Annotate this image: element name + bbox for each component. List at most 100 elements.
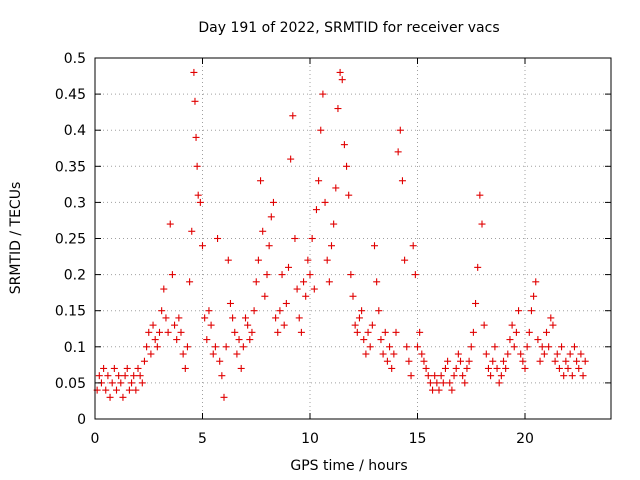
chart-title: Day 191 of 2022, SRMTID for receiver vac… — [198, 20, 499, 36]
data-point — [192, 133, 200, 141]
data-point — [254, 256, 262, 264]
data-point — [381, 328, 389, 336]
data-point — [549, 321, 557, 329]
data-point — [224, 256, 232, 264]
data-point — [119, 393, 127, 401]
data-point — [297, 328, 305, 336]
data-point — [196, 198, 204, 206]
data-point — [527, 307, 535, 315]
data-point — [289, 112, 297, 120]
data-point — [543, 328, 550, 336]
y-tick-label: 0 — [77, 412, 86, 428]
x-tick-label: 0 — [91, 431, 100, 447]
data-point — [521, 364, 529, 372]
data-point — [377, 336, 385, 344]
data-point — [478, 220, 486, 228]
y-tick-label: 0.45 — [55, 87, 86, 103]
data-point — [340, 141, 348, 149]
data-point — [115, 372, 123, 380]
data-point — [205, 307, 213, 315]
data-point — [564, 364, 572, 372]
data-point — [132, 386, 140, 394]
data-point — [558, 343, 566, 351]
data-point — [190, 68, 198, 76]
data-point — [272, 314, 280, 322]
data-point — [487, 372, 495, 380]
data-point — [218, 372, 226, 380]
data-point — [239, 343, 247, 351]
data-point — [476, 191, 484, 199]
data-point — [577, 350, 585, 358]
data-point — [220, 393, 228, 401]
data-point — [162, 314, 170, 322]
data-point — [469, 328, 477, 336]
data-point — [194, 191, 202, 199]
data-point — [121, 372, 129, 380]
data-point — [420, 357, 428, 365]
data-point — [454, 350, 462, 358]
data-point — [130, 372, 138, 380]
data-point — [332, 184, 340, 192]
data-point — [265, 242, 273, 250]
data-point — [409, 242, 417, 250]
data-point — [328, 242, 335, 250]
data-point — [317, 126, 325, 134]
data-point — [315, 177, 323, 185]
data-point — [153, 343, 161, 351]
data-point — [508, 321, 516, 329]
data-point — [448, 386, 456, 394]
y-tick-label: 0.5 — [64, 51, 86, 67]
data-point — [278, 271, 286, 279]
y-tick-label: 0.1 — [64, 340, 86, 356]
data-point — [551, 357, 559, 365]
data-point — [276, 307, 284, 315]
data-point — [474, 263, 482, 271]
x-tick-label: 15 — [409, 431, 427, 447]
data-point — [138, 379, 146, 387]
data-point — [390, 350, 398, 358]
data-point — [125, 386, 133, 394]
data-point — [168, 271, 176, 279]
data-point — [439, 379, 447, 387]
data-point — [140, 357, 148, 365]
data-point — [222, 343, 230, 351]
data-point — [411, 271, 419, 279]
data-point — [164, 328, 172, 336]
data-point — [211, 343, 219, 351]
data-point — [568, 372, 576, 380]
data-point — [401, 256, 409, 264]
data-point — [523, 343, 531, 351]
grid-lines — [95, 58, 611, 419]
data-point — [336, 68, 344, 76]
data-point — [575, 364, 583, 372]
data-point — [177, 328, 185, 336]
x-tick-label: 5 — [198, 431, 207, 447]
data-point — [244, 321, 252, 329]
data-point — [199, 242, 206, 250]
data-point — [209, 350, 217, 358]
y-tick-label: 0.3 — [64, 195, 86, 211]
data-point — [517, 350, 525, 358]
data-point — [407, 372, 415, 380]
data-point — [457, 357, 464, 365]
data-point — [134, 364, 142, 372]
data-point — [435, 386, 443, 394]
data-point — [463, 364, 471, 372]
y-axis-label: SRMTID / TECUs — [8, 182, 24, 295]
data-point — [491, 343, 499, 351]
data-point — [375, 307, 383, 315]
data-point — [349, 292, 357, 300]
data-point — [560, 372, 568, 380]
data-point — [388, 364, 396, 372]
data-point — [383, 357, 391, 365]
data-point — [379, 350, 387, 358]
data-point — [446, 379, 454, 387]
data-point — [450, 372, 458, 380]
data-point — [482, 350, 490, 358]
tick-labels: 0 0.05 0.1 0.15 0.2 0.25 0.3 0.35 0.4 0.45 0.5 0 5 10… — [55, 51, 534, 447]
data-point — [538, 343, 546, 351]
data-point — [263, 271, 271, 279]
data-point — [353, 328, 361, 336]
data-point — [102, 386, 110, 394]
data-point — [269, 198, 277, 206]
